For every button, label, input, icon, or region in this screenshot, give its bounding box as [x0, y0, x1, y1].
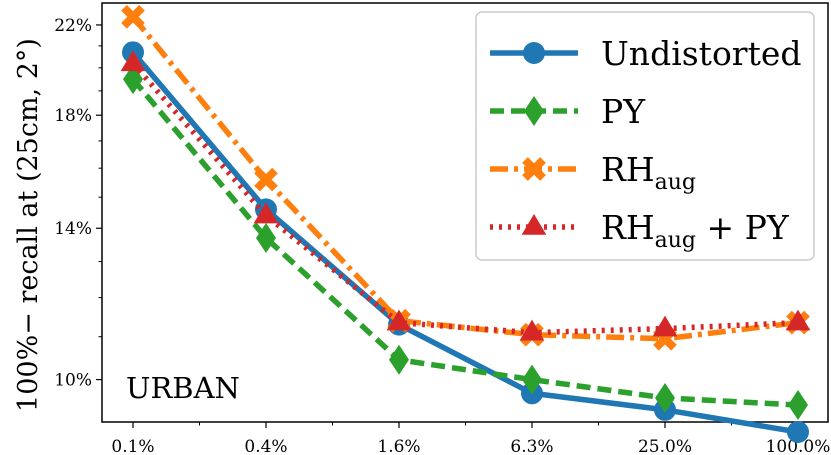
legend-marker-py [524, 96, 544, 126]
series-py [123, 64, 808, 421]
legend: Undistorted PY RHaug RHaug + PY [475, 11, 815, 261]
data-point-rhaug-py [120, 50, 146, 72]
series-line-rhaug [130, 15, 799, 342]
legend-marker-rhaug [522, 157, 546, 181]
x-tick-label: 100.0% [766, 437, 831, 455]
data-point-rhaug-py [785, 309, 811, 331]
legend-label-rhaug-py: RHaug + PY [601, 208, 790, 253]
y-tick-label: 14% [54, 219, 92, 239]
x-tick-label: 1.6% [377, 437, 420, 455]
data-point-py [389, 344, 409, 375]
data-point-rhaug [254, 167, 278, 192]
legend-box [475, 11, 815, 261]
y-tick-label: 18% [54, 106, 92, 126]
series-line-undistorted [130, 50, 799, 435]
data-point-rhaug-py [386, 309, 412, 331]
series-line-py [130, 77, 799, 408]
data-point-rhaug-py [519, 319, 545, 341]
data-point-rhaug-py [253, 202, 279, 224]
data-point-undistorted [787, 420, 809, 443]
x-tick-label: 0.1% [111, 437, 154, 455]
data-point-py [788, 390, 808, 421]
data-point-py [522, 364, 542, 395]
series-layer [120, 5, 811, 443]
data-point-rhaug [121, 5, 145, 29]
legend-label-py: PY [601, 92, 646, 131]
urban-annotation: URBAN [126, 371, 240, 405]
y-axis-label: 100%− recall at (25cm, 2°) [13, 38, 44, 412]
legend-label-rhaug: RHaug [601, 150, 696, 195]
y-tick-label: 22% [54, 16, 92, 36]
legend-label-undistorted: Undistorted [601, 34, 802, 73]
series-rhaug-py [120, 50, 811, 341]
x-tick-label: 6.3% [510, 437, 553, 455]
legend-marker-rhaug-py [521, 214, 547, 235]
x-tick-label: 25.0% [638, 437, 692, 455]
axis-ticks: 0.1% 0.4% 1.6% 6.3% 25.0% 100.0% 10% 14% 18% 22% [54, 16, 830, 455]
data-point-py [655, 382, 675, 413]
legend-marker-undistorted [523, 42, 545, 64]
y-tick-label: 10% [54, 371, 92, 391]
x-tick-label: 0.4% [244, 437, 287, 455]
data-point-rhaug-py [652, 315, 678, 337]
data-point-py [256, 222, 276, 253]
